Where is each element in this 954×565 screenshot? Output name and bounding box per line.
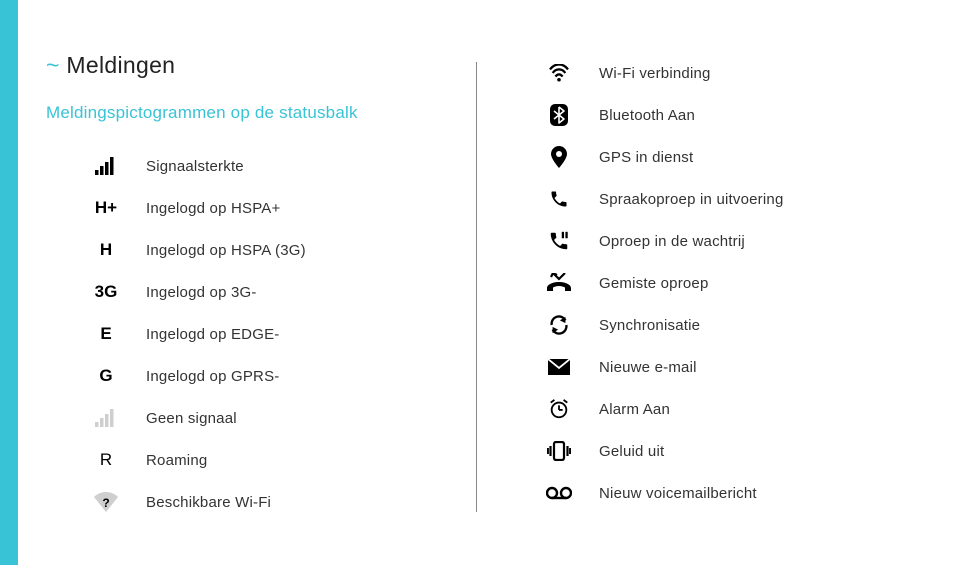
list-item: Synchronisatie — [517, 304, 934, 346]
list-item: Bluetooth Aan — [517, 94, 934, 136]
list-item: 3G Ingelogd op 3G- — [46, 271, 476, 313]
missed-call-icon — [535, 273, 583, 293]
list-item: H Ingelogd op HSPA (3G) — [46, 229, 476, 271]
list-item: Signaalsterkte — [46, 145, 476, 187]
icon-label: Spraakoproep in uitvoering — [583, 191, 783, 208]
icon-label: Geluid uit — [583, 443, 664, 460]
alarm-icon — [535, 398, 583, 420]
call-hold-icon — [535, 230, 583, 252]
content: ~ Meldingen Meldingspictogrammen op de s… — [18, 0, 954, 565]
right-icon-list: Wi-Fi verbinding Bluetooth Aan — [517, 52, 934, 514]
icon-label: Ingelogd op GPRS- — [130, 368, 279, 385]
hspa-icon: H — [82, 240, 130, 260]
icon-label: Gemiste oproep — [583, 275, 709, 292]
icon-label: Bluetooth Aan — [583, 107, 695, 124]
icon-label: Geen signaal — [130, 410, 237, 427]
page-title: ~ Meldingen — [46, 52, 476, 79]
gps-icon — [535, 146, 583, 168]
wifi-available-icon: ? — [82, 492, 130, 512]
icon-label: Signaalsterkte — [130, 158, 244, 175]
list-item: Geen signaal — [46, 397, 476, 439]
roaming-icon: R — [82, 450, 130, 470]
list-item: Gemiste oproep — [517, 262, 934, 304]
icon-label: Ingelogd op HSPA (3G) — [130, 242, 306, 259]
title-prefix: ~ — [46, 52, 66, 78]
list-item: Alarm Aan — [517, 388, 934, 430]
icon-label: Synchronisatie — [583, 317, 700, 334]
left-icon-list: Signaalsterkte H+ Ingelogd op HSPA+ H In… — [46, 145, 476, 523]
signal-strength-icon — [82, 157, 130, 175]
icon-label: Ingelogd op HSPA+ — [130, 200, 280, 217]
sync-icon — [535, 314, 583, 336]
right-column: Wi-Fi verbinding Bluetooth Aan — [477, 52, 934, 545]
list-item: G Ingelogd op GPRS- — [46, 355, 476, 397]
svg-text:?: ? — [102, 496, 109, 510]
3g-icon: 3G — [82, 282, 130, 302]
page: ~ Meldingen Meldingspictogrammen op de s… — [0, 0, 954, 565]
bluetooth-icon — [535, 104, 583, 126]
vibrate-icon — [535, 441, 583, 461]
email-icon — [535, 359, 583, 375]
icon-label: Oproep in de wachtrij — [583, 233, 745, 250]
icon-label: GPS in dienst — [583, 149, 693, 166]
accent-sidebar — [0, 0, 18, 565]
icon-label: Beschikbare Wi-Fi — [130, 494, 271, 511]
no-signal-icon — [82, 409, 130, 427]
list-item: Nieuwe e-mail — [517, 346, 934, 388]
icon-label: Nieuw voicemailbericht — [583, 485, 757, 502]
voicemail-icon — [535, 486, 583, 500]
icon-label: Nieuwe e-mail — [583, 359, 697, 376]
call-active-icon — [535, 189, 583, 209]
icon-label: Roaming — [130, 452, 207, 469]
title-text: Meldingen — [66, 52, 175, 78]
list-item: ? Beschikbare Wi-Fi — [46, 481, 476, 523]
section-subtitle: Meldingspictogrammen op de statusbalk — [46, 103, 476, 123]
edge-icon: E — [82, 324, 130, 344]
gprs-icon: G — [82, 366, 130, 386]
list-item: Nieuw voicemailbericht — [517, 472, 934, 514]
list-item: E Ingelogd op EDGE- — [46, 313, 476, 355]
list-item: Oproep in de wachtrij — [517, 220, 934, 262]
list-item: Wi-Fi verbinding — [517, 52, 934, 94]
list-item: Geluid uit — [517, 430, 934, 472]
left-column: ~ Meldingen Meldingspictogrammen op de s… — [46, 52, 476, 545]
list-item: GPS in dienst — [517, 136, 934, 178]
list-item: R Roaming — [46, 439, 476, 481]
wifi-icon — [535, 64, 583, 82]
icon-label: Alarm Aan — [583, 401, 670, 418]
list-item: H+ Ingelogd op HSPA+ — [46, 187, 476, 229]
icon-label: Wi-Fi verbinding — [583, 65, 711, 82]
hspa-plus-icon: H+ — [82, 198, 130, 218]
icon-label: Ingelogd op 3G- — [130, 284, 257, 301]
list-item: Spraakoproep in uitvoering — [517, 178, 934, 220]
icon-label: Ingelogd op EDGE- — [130, 326, 279, 343]
